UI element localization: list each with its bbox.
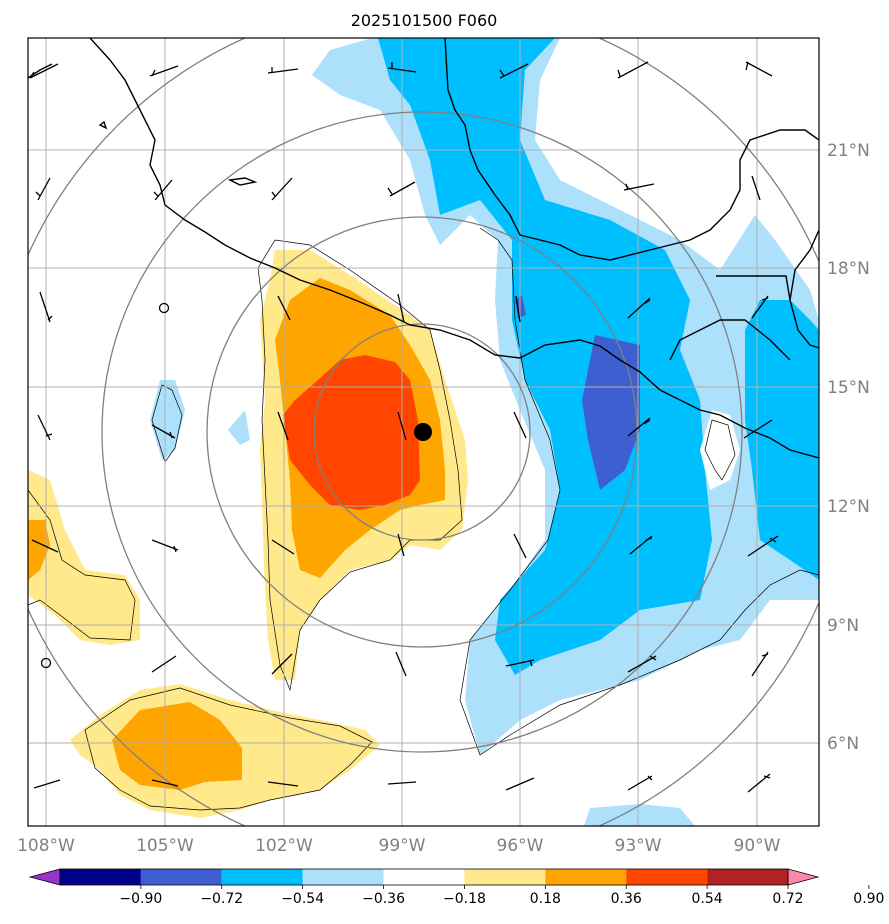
colorbar-tick-label: −0.36: [362, 891, 405, 907]
map-frame: [27, 37, 820, 827]
positive-region-mid-south: [112, 702, 242, 790]
colorbar-tick-label: −0.90: [119, 891, 162, 907]
colorbar-tick-label: 0.54: [692, 891, 723, 907]
contour-south-loop: [84, 687, 373, 811]
coastline-island-1: [227, 177, 258, 186]
colorbar-tick-label: −0.54: [281, 891, 324, 907]
colorbar-swatch: [140, 869, 222, 885]
lat-label-12n: 12°N: [827, 497, 870, 517]
coastline-gulf: [444, 38, 819, 261]
lat-label-15n: 15°N: [827, 378, 870, 398]
latitude-labels: 21°N 18°N 15°N 12°N 9°N 6°N: [827, 141, 870, 754]
lat-label-21n: 21°N: [827, 141, 870, 161]
negative-region-light-small: [228, 410, 250, 445]
colorbar-swatch: [383, 869, 465, 885]
contour-east: [459, 227, 819, 756]
colorbar-outline: [59, 868, 789, 886]
lon-label-102w: 102°W: [255, 836, 313, 856]
lat-label-6n: 6°N: [827, 734, 859, 754]
colorbar-tick-label: −0.18: [443, 891, 486, 907]
lon-label-108w: 108°W: [17, 836, 75, 856]
negative-region-mid-east: [745, 300, 819, 580]
contour-west-loop: [28, 489, 136, 641]
border-guatemala: [669, 319, 791, 361]
range-rings: [28, 38, 819, 826]
colorbar-swatch: [707, 869, 788, 885]
calm-wind-markers: [40, 302, 170, 669]
negative-region-mid: [378, 38, 712, 675]
colorbar-swatch: [626, 869, 708, 885]
lon-label-105w: 105°W: [136, 836, 194, 856]
contour-central-america: [704, 419, 736, 481]
lat-label-18n: 18°N: [827, 259, 870, 279]
lon-label-96w: 96°W: [497, 836, 544, 856]
lon-label-99w: 99°W: [379, 836, 426, 856]
negative-region-strong: [582, 335, 640, 490]
longitude-labels: 108°W 105°W 102°W 99°W 96°W 93°W 90°W: [17, 836, 781, 856]
colorbar-swatch: [545, 869, 627, 885]
coastline-pacific: [89, 38, 819, 459]
colorbar-extend-high: [787, 868, 820, 886]
colorbar-tick-label: 0.90: [853, 891, 884, 907]
colorbar-swatch: [60, 869, 141, 885]
colorbar-tick-label: 0.18: [530, 891, 561, 907]
positive-region-mid-west: [28, 520, 50, 580]
colorbar-swatch: [302, 869, 384, 885]
colorbar-tick-label: 0.72: [772, 891, 803, 907]
map-title: 2025101500 F060: [351, 11, 498, 30]
colorbar-swatch: [464, 869, 546, 885]
colorbar-extend-low: [28, 868, 61, 886]
map-area: [28, 38, 819, 826]
positive-region-light-west: [28, 470, 140, 645]
colorbar-swatch: [221, 869, 303, 885]
lon-label-90w: 90°W: [734, 836, 781, 856]
lon-label-93w: 93°W: [615, 836, 662, 856]
coastline-island-2: [98, 120, 108, 130]
positive-region-strong: [283, 355, 420, 510]
colorbar-tick-label: 0.36: [611, 891, 642, 907]
storm-center-marker: [414, 423, 432, 441]
wind-barbs: [29, 61, 779, 793]
border-belize: [716, 275, 791, 301]
colorbar: −0.90 −0.72 −0.54 −0.36 −0.18 0.18 0.36 0.54 0.7…: [28, 868, 884, 907]
lat-label-9n: 9°N: [827, 616, 859, 636]
colorbar-tick-label: −0.72: [200, 891, 243, 907]
